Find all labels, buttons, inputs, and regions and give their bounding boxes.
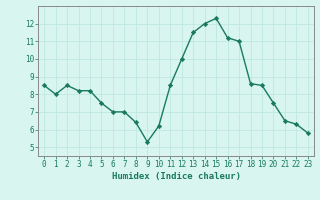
X-axis label: Humidex (Indice chaleur): Humidex (Indice chaleur) (111, 172, 241, 181)
